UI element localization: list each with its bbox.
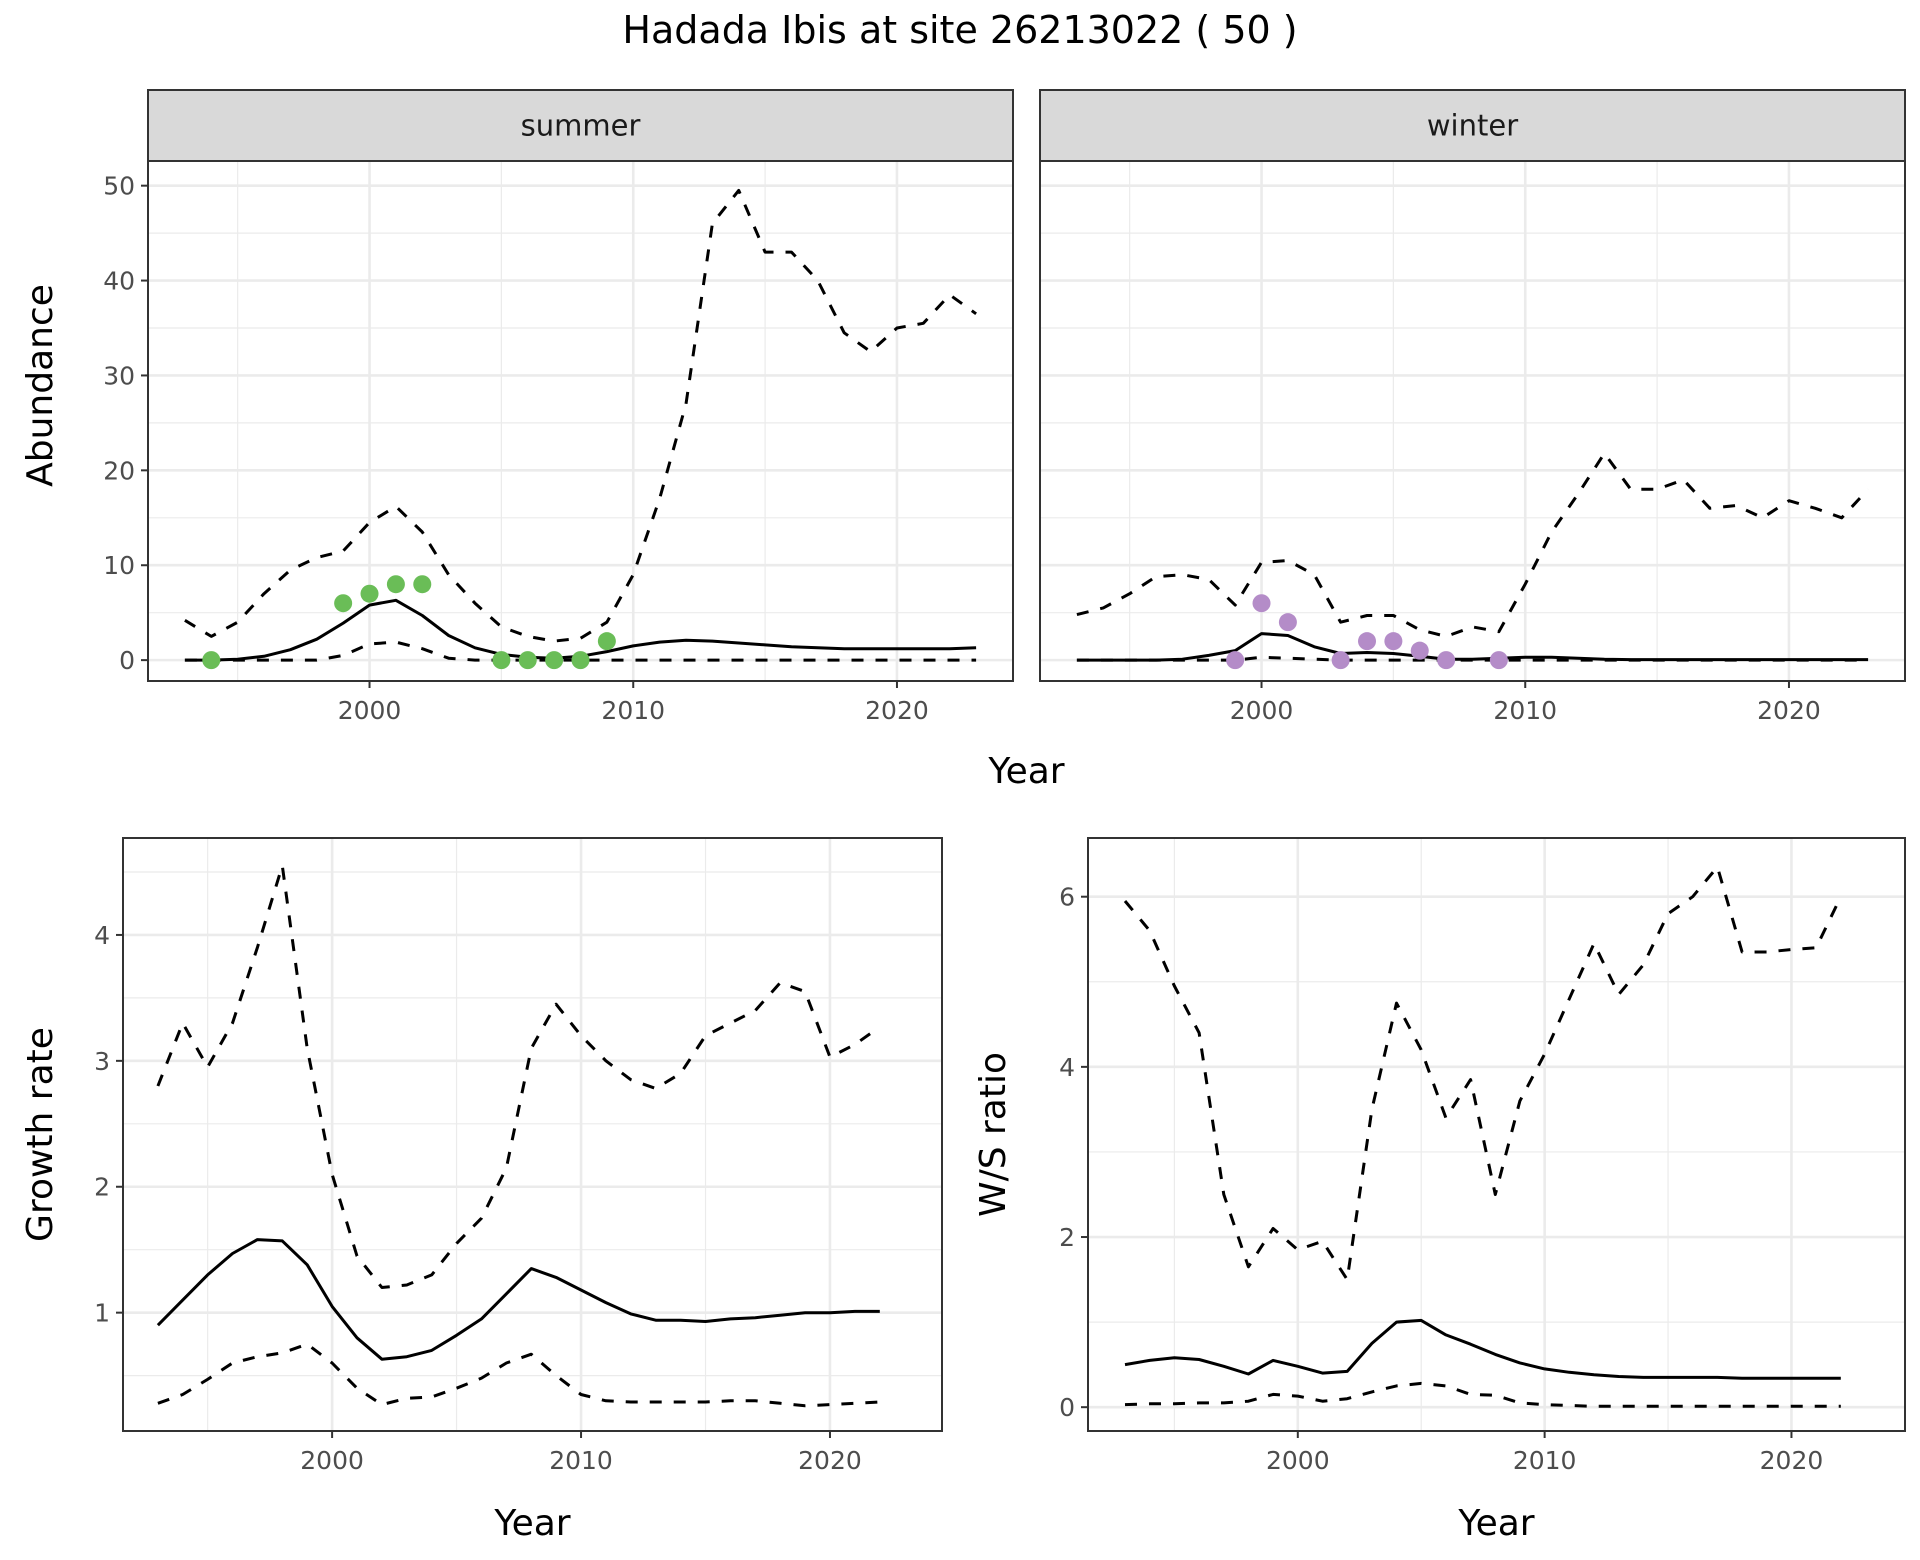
y-axis-title: Abundance — [20, 284, 61, 487]
y-axis-title: W/S ratio — [973, 1052, 1014, 1217]
data-point — [1358, 632, 1377, 651]
x-tick-label: 2010 — [601, 696, 665, 725]
panel-summer: summer 2000 2010 2020 0 10 20 30 40 50 Abundance Ye… — [20, 89, 1065, 792]
data-point — [334, 594, 353, 613]
y-axis-title: Growth rate — [20, 1027, 61, 1242]
y-tick-label: 20 — [103, 456, 135, 485]
plot-background — [148, 161, 1013, 681]
y-tick-label: 10 — [103, 551, 135, 580]
data-point — [1278, 613, 1297, 632]
y-tick-label: 0 — [119, 646, 135, 675]
y-tick-label: 2 — [1059, 1223, 1075, 1252]
x-tick-label: 2020 — [798, 1446, 862, 1475]
y-tick-label: 40 — [103, 267, 135, 296]
data-point — [1489, 651, 1508, 670]
data-point — [571, 651, 590, 670]
x-tick-label: 2000 — [300, 1446, 364, 1475]
x-axis-title: Year — [987, 751, 1064, 792]
y-tick-label: 30 — [103, 361, 135, 390]
plot-background — [1088, 838, 1905, 1431]
series-line-mean — [156, 1238, 880, 1361]
series-line-lower — [184, 640, 977, 662]
data-point — [518, 651, 537, 670]
data-point — [360, 584, 379, 603]
series-line-lower — [1124, 1381, 1841, 1408]
chart-title: Hadada Ibis at site 26213022 ( 50 ) — [622, 8, 1298, 52]
facet-strip-label: summer — [521, 109, 641, 143]
facet-strip — [1039, 89, 1906, 162]
x-tick-label: 2000 — [1266, 1446, 1330, 1475]
series-line-mean — [1124, 1318, 1841, 1380]
y-tick-label: 4 — [1059, 1053, 1075, 1082]
facet-strip — [147, 89, 1014, 162]
x-tick-label: 2020 — [1757, 696, 1821, 725]
data-point — [492, 651, 511, 670]
series-line-lower — [157, 1342, 880, 1408]
data-point — [386, 575, 405, 594]
x-tick-label: 2020 — [1760, 1446, 1824, 1475]
y-tick-label: 4 — [94, 921, 110, 950]
plot-background — [1040, 161, 1905, 681]
panel-winter: winter 2000 2010 2020 — [1039, 89, 1906, 725]
data-point — [1410, 641, 1429, 660]
x-tick-label: 2000 — [338, 696, 402, 725]
x-tick-label: 2000 — [1230, 696, 1294, 725]
series-line-upper — [184, 188, 977, 643]
y-tick-label: 0 — [1059, 1393, 1075, 1422]
data-point — [1437, 651, 1456, 670]
data-point — [202, 651, 221, 670]
plot-background — [123, 838, 942, 1431]
series-line-upper — [156, 864, 881, 1289]
data-point — [545, 651, 564, 670]
panel-border — [122, 837, 943, 1432]
y-tick-label: 50 — [103, 172, 135, 201]
panel-border — [1087, 837, 1906, 1432]
panel-ws: 2000 2010 2020 0 2 4 6 W/S ratio Year — [973, 837, 1906, 1544]
series-line-lower — [1076, 655, 1869, 662]
x-tick-label: 2010 — [1493, 696, 1557, 725]
series-line-upper — [1123, 865, 1843, 1282]
y-tick-label: 2 — [94, 1173, 110, 1202]
x-tick-label: 2020 — [865, 696, 929, 725]
facet-strip-label: winter — [1427, 109, 1518, 143]
data-point — [1384, 632, 1403, 651]
x-axis-title: Year — [1457, 1503, 1534, 1544]
data-point — [413, 575, 432, 594]
data-point — [1226, 651, 1245, 670]
data-point — [597, 632, 616, 651]
y-tick-label: 6 — [1059, 883, 1075, 912]
data-point — [1252, 594, 1271, 613]
panel-growth: 2000 2010 2020 1 2 3 4 Growth rate Year — [20, 837, 943, 1544]
y-tick-label: 3 — [94, 1047, 110, 1076]
x-tick-label: 2010 — [1513, 1446, 1577, 1475]
data-point — [1331, 651, 1350, 670]
x-axis-title: Year — [493, 1503, 570, 1544]
x-tick-label: 2010 — [549, 1446, 613, 1475]
y-tick-label: 1 — [94, 1299, 110, 1328]
